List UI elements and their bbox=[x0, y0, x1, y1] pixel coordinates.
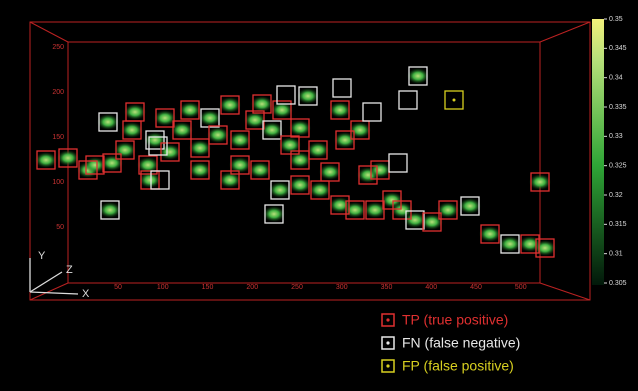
cell bbox=[297, 88, 319, 104]
cell bbox=[57, 150, 79, 166]
cell bbox=[269, 182, 291, 198]
colorbar-tick-label: 0.325 bbox=[609, 163, 627, 170]
cell bbox=[179, 102, 201, 118]
x-tick-label: 300 bbox=[336, 284, 348, 291]
colorbar-tick-label: 0.305 bbox=[609, 280, 627, 287]
colorbar-tick-label: 0.34 bbox=[609, 75, 623, 82]
cell bbox=[349, 122, 371, 138]
cell bbox=[499, 236, 521, 252]
colorbar-tick-label: 0.31 bbox=[609, 251, 623, 258]
cell bbox=[263, 206, 285, 222]
x-tick-label: 500 bbox=[515, 284, 527, 291]
cell bbox=[289, 177, 311, 193]
cell bbox=[207, 127, 229, 143]
cell bbox=[121, 122, 143, 138]
cell bbox=[251, 96, 273, 112]
center-dot bbox=[453, 99, 456, 102]
legend-label: TP (true positive) bbox=[402, 312, 508, 328]
cell bbox=[529, 174, 551, 190]
legend-dot bbox=[386, 364, 389, 367]
cell bbox=[309, 182, 331, 198]
x-tick-label: 150 bbox=[202, 284, 214, 291]
cell bbox=[189, 140, 211, 156]
y-tick-label: 250 bbox=[52, 44, 64, 51]
colorbar-tick-label: 0.33 bbox=[609, 133, 623, 140]
x-tick-label: 50 bbox=[114, 284, 122, 291]
x-tick-label: 200 bbox=[246, 284, 258, 291]
cell bbox=[124, 104, 146, 120]
colorbar-tick-label: 0.335 bbox=[609, 104, 627, 111]
cell bbox=[114, 142, 136, 158]
legend-label: FN (false negative) bbox=[402, 335, 520, 351]
cell bbox=[319, 164, 341, 180]
colorbar-tick-label: 0.315 bbox=[609, 221, 627, 228]
x-tick-label: 250 bbox=[291, 284, 303, 291]
x-axis-label: X bbox=[82, 288, 90, 300]
volume-view: Y X Z TP (true positive) FN (false negati… bbox=[0, 0, 638, 391]
colorbar-tick-label: 0.345 bbox=[609, 45, 627, 52]
x-tick-label: 450 bbox=[470, 284, 482, 291]
cell bbox=[307, 142, 329, 158]
cell bbox=[97, 114, 119, 130]
cell bbox=[159, 144, 181, 160]
cell bbox=[329, 102, 351, 118]
y-tick-label: 50 bbox=[56, 224, 64, 231]
cell bbox=[479, 226, 501, 242]
cell bbox=[199, 110, 221, 126]
cell bbox=[35, 152, 57, 168]
cell bbox=[344, 202, 366, 218]
cell bbox=[289, 120, 311, 136]
colorbar-tick-label: 0.32 bbox=[609, 192, 623, 199]
colorbar-tick-label: 0.35 bbox=[609, 16, 623, 23]
z-axis-label: Z bbox=[66, 264, 73, 276]
legend: TP (true positive) FN (false negative) FP … bbox=[382, 312, 520, 374]
x-tick-label: 400 bbox=[425, 284, 437, 291]
x-tick-label: 350 bbox=[381, 284, 393, 291]
y-axis-label: Y bbox=[38, 250, 46, 262]
y-tick-label: 150 bbox=[52, 134, 64, 141]
cell bbox=[249, 162, 271, 178]
colorbar bbox=[592, 19, 604, 285]
cell bbox=[99, 202, 121, 218]
cell bbox=[189, 162, 211, 178]
legend-dot bbox=[386, 318, 389, 321]
y-tick-label: 200 bbox=[52, 89, 64, 96]
cell bbox=[459, 198, 481, 214]
cell bbox=[369, 162, 391, 178]
cell bbox=[219, 97, 241, 113]
legend-label: FP (false positive) bbox=[402, 358, 514, 374]
legend-dot bbox=[386, 341, 389, 344]
x-tick-label: 100 bbox=[157, 284, 169, 291]
y-tick-label: 100 bbox=[52, 179, 64, 186]
cell bbox=[144, 132, 166, 148]
cell bbox=[407, 68, 429, 84]
cell bbox=[229, 132, 251, 148]
cell bbox=[437, 202, 459, 218]
